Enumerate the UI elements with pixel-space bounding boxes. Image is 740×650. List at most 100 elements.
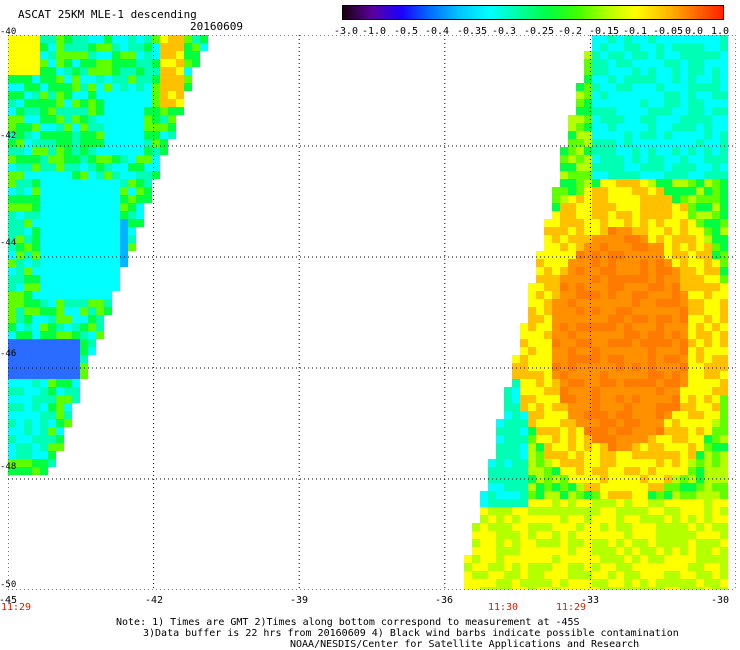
wind-cell [8, 307, 16, 315]
wind-cell [528, 371, 536, 379]
wind-cell [64, 195, 72, 203]
wind-cell [120, 227, 128, 235]
wind-cell [608, 91, 616, 99]
wind-cell [56, 291, 64, 299]
wind-cell [648, 59, 656, 67]
wind-cell [648, 547, 656, 555]
wind-cell [56, 75, 64, 83]
wind-cell [32, 283, 40, 291]
wind-cell [720, 555, 728, 563]
wind-cell [80, 75, 88, 83]
wind-cell [600, 419, 608, 427]
wind-cell [712, 243, 720, 251]
wind-cell [632, 563, 640, 571]
wind-cell [672, 59, 680, 67]
wind-cell [640, 59, 648, 67]
wind-cell [48, 259, 56, 267]
wind-cell [112, 91, 120, 99]
wind-cell [712, 531, 720, 539]
wind-cell [688, 499, 696, 507]
wind-cell [648, 355, 656, 363]
wind-cell [544, 219, 552, 227]
wind-cell [592, 419, 600, 427]
wind-cell [680, 467, 688, 475]
wind-cell [48, 51, 56, 59]
wind-cell [152, 51, 160, 59]
wind-cell [512, 451, 520, 459]
wind-cell [56, 307, 64, 315]
wind-cell [568, 283, 576, 291]
wind-cell [536, 459, 544, 467]
wind-cell [544, 523, 552, 531]
wind-cell [536, 587, 544, 590]
wind-cell [584, 435, 592, 443]
wind-cell [680, 171, 688, 179]
wind-cell [640, 67, 648, 75]
wind-cell [672, 163, 680, 171]
wind-cell [656, 211, 664, 219]
wind-cell [712, 259, 720, 267]
wind-cell [624, 483, 632, 491]
wind-cell [696, 83, 704, 91]
wind-cell [592, 83, 600, 91]
wind-cell [584, 563, 592, 571]
wind-cell [624, 531, 632, 539]
wind-cell [8, 451, 16, 459]
wind-cell [104, 83, 112, 91]
wind-cell [72, 267, 80, 275]
wind-cell [648, 83, 656, 91]
wind-cell [656, 99, 664, 107]
wind-cell [24, 259, 32, 267]
wind-cell [552, 451, 560, 459]
wind-cell [152, 163, 160, 171]
wind-cell [664, 179, 672, 187]
wind-cell [712, 507, 720, 515]
wind-cell [552, 347, 560, 355]
wind-cell [624, 219, 632, 227]
wind-cell [648, 435, 656, 443]
wind-cell [512, 555, 520, 563]
wind-cell [608, 75, 616, 83]
wind-cell [592, 563, 600, 571]
wind-cell [568, 291, 576, 299]
wind-cell [112, 187, 120, 195]
wind-cell [672, 403, 680, 411]
wind-cell [8, 259, 16, 267]
wind-cell [552, 443, 560, 451]
wind-cell [704, 35, 712, 43]
wind-cell [584, 179, 592, 187]
wind-cell [568, 379, 576, 387]
wind-cell [48, 195, 56, 203]
wind-cell [528, 387, 536, 395]
wind-cell [32, 227, 40, 235]
wind-cell [704, 515, 712, 523]
wind-cell [720, 259, 728, 267]
wind-cell [560, 267, 568, 275]
wind-cell [128, 35, 136, 43]
wind-cell [104, 35, 112, 43]
wind-cell [552, 587, 560, 590]
wind-cell [584, 259, 592, 267]
wind-cell [128, 139, 136, 147]
wind-cell [96, 99, 104, 107]
wind-cell [120, 51, 128, 59]
wind-cell [88, 227, 96, 235]
wind-cell [664, 443, 672, 451]
wind-cell [576, 451, 584, 459]
wind-cell [632, 507, 640, 515]
wind-cell [592, 139, 600, 147]
wind-cell [664, 163, 672, 171]
wind-cell [528, 411, 536, 419]
wind-cell [24, 395, 32, 403]
wind-cell [8, 179, 16, 187]
wind-cell [40, 323, 48, 331]
wind-cell [64, 291, 72, 299]
wind-cell [512, 459, 520, 467]
wind-cell [664, 115, 672, 123]
wind-cell [576, 395, 584, 403]
wind-cell [112, 123, 120, 131]
wind-cell [512, 419, 520, 427]
wind-cell [704, 259, 712, 267]
wind-cell [616, 387, 624, 395]
wind-cell [504, 507, 512, 515]
